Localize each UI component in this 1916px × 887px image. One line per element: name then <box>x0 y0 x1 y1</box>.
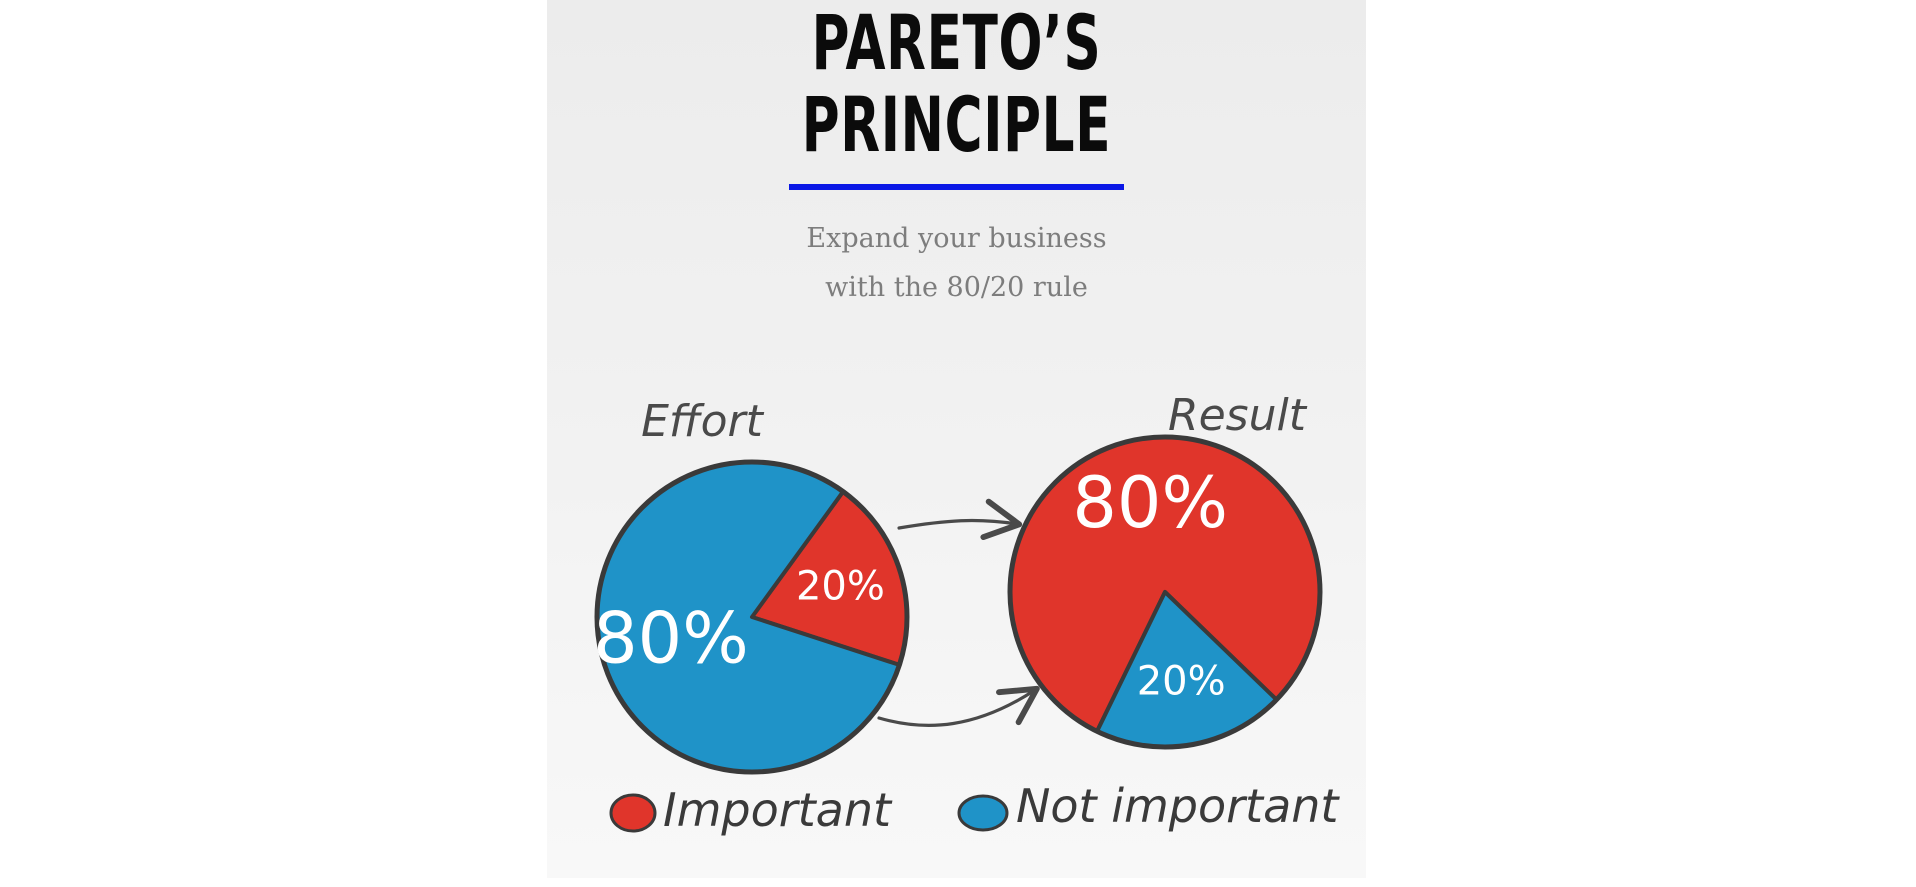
subtitle-line-2: with the 80/20 rule <box>825 272 1088 303</box>
pie-label-not-important: 20% <box>1137 659 1226 705</box>
subtitle-line-1: Expand your business <box>806 223 1107 254</box>
pie-label-not-important: 80% <box>593 597 749 679</box>
legend-item-important: Important <box>609 783 893 837</box>
result-pie: Result 80% 20% <box>1007 390 1323 750</box>
pareto-chart: Effort 20% 80% Result 80% 20% Important No… <box>593 390 1340 837</box>
pie-outline <box>1007 434 1323 750</box>
legend-item-not-important: Not important <box>957 779 1340 833</box>
legend-swatch-important <box>609 793 657 833</box>
effort-title: Effort <box>641 396 765 447</box>
pie-label-important: 80% <box>1072 462 1228 544</box>
bottom-arrow <box>877 685 1040 727</box>
title-line-1: PARETO’S <box>811 0 1102 87</box>
top-arrow <box>897 498 1023 540</box>
legend: Important Not important <box>609 779 1340 837</box>
result-title: Result <box>1168 390 1308 441</box>
page-title: PARETO’S PRINCIPLE <box>678 2 1235 166</box>
subtitle: Expand your business with the 80/20 rule <box>547 214 1366 312</box>
title-underline <box>789 184 1124 190</box>
pie-label-important: 20% <box>796 563 885 609</box>
effort-pie: Effort 20% 80% <box>593 396 910 775</box>
title-line-2: PRINCIPLE <box>801 80 1112 169</box>
infographic-panel: PARETO’S PRINCIPLE Expand your business … <box>547 0 1366 878</box>
pie-outline <box>594 459 910 775</box>
legend-label-important: Important <box>663 783 893 837</box>
legend-swatch-not-important <box>957 794 1009 832</box>
legend-label-not-important: Not important <box>1016 779 1340 833</box>
